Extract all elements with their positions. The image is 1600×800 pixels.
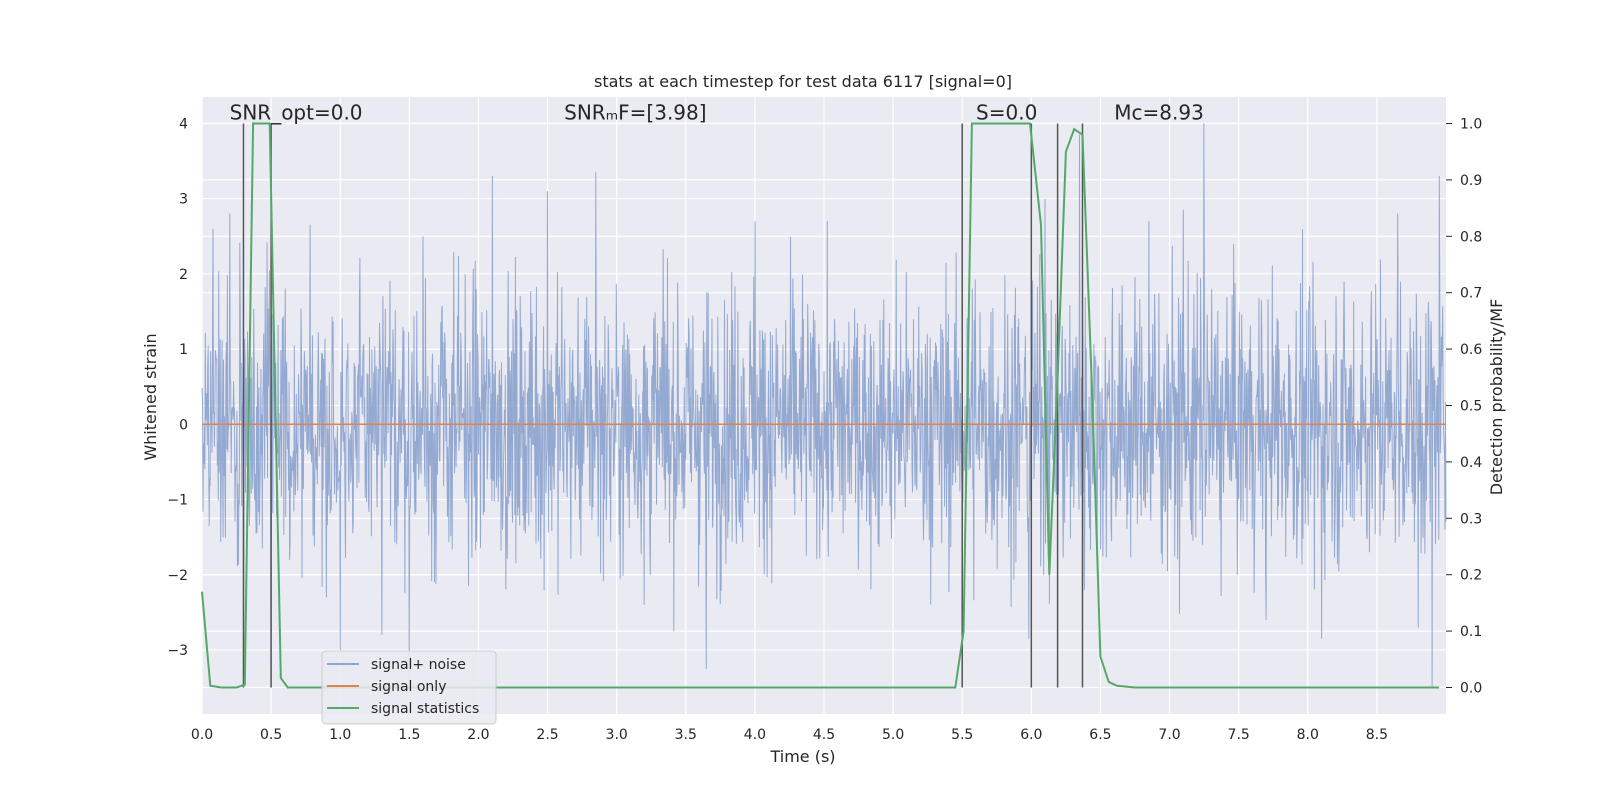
x-tick-label: 0.0	[191, 727, 213, 743]
x-tick-label: 5.0	[882, 727, 904, 743]
y-tick-label-right: 0.0	[1460, 680, 1482, 696]
y-tick-label-right: 1.0	[1460, 117, 1482, 133]
x-tick-label: 0.5	[260, 727, 282, 743]
x-axis-label: Time (s)	[769, 747, 835, 766]
x-tick-label: 6.5	[1089, 727, 1111, 743]
x-tick-label: 3.0	[606, 727, 628, 743]
y-tick-label-left: 1	[179, 342, 188, 358]
x-tick-label: 1.0	[329, 727, 351, 743]
y-tick-label-right: 0.2	[1460, 568, 1482, 584]
x-tick-label: 2.5	[536, 727, 558, 743]
y-tick-label-right: 0.7	[1460, 286, 1482, 302]
legend-label-signal-statistics: signal statistics	[371, 701, 479, 717]
y-tick-label-right: 0.4	[1460, 455, 1482, 471]
y-tick-label-right: 0.1	[1460, 624, 1482, 640]
signal-noise-line	[201, 123, 1447, 688]
y-tick-label-right: 0.8	[1460, 229, 1482, 245]
y-tick-label-left: 4	[179, 116, 188, 132]
annotation-mc-value: Mᴄ=8.93	[1114, 101, 1204, 125]
y-tick-label-left: −2	[167, 568, 188, 584]
chart-title: stats at each timestep for test data 611…	[594, 72, 1012, 91]
x-tick-label: 2.0	[467, 727, 489, 743]
annotations: SNR_opt=0.0 SNRₘF=[3.98] S=0.0 Mᴄ=8.93	[230, 101, 1204, 125]
y-tick-label-left: 2	[179, 267, 188, 283]
y-tick-label-left: 3	[179, 192, 188, 208]
legend-box	[321, 650, 497, 725]
x-tick-label: 8.0	[1297, 727, 1319, 743]
x-tick-label: 5.5	[951, 727, 973, 743]
annotation-snr-mf: SNRₘF=[3.98]	[564, 101, 706, 125]
ticks: 0.0 0.5 1.0 1.5 2.0 2.5 3.0 3.5 4.0 4.5 5.0 5.5 6.0 6…	[167, 116, 1482, 743]
y-tick-label-right: 0.9	[1460, 173, 1482, 189]
y-tick-label-right: 0.3	[1460, 511, 1482, 527]
legend: signal+ noise signal only signal statist…	[321, 650, 497, 725]
y-tick-label-right: 0.5	[1460, 399, 1482, 415]
series-signal-noise	[201, 123, 1447, 688]
y-tick-label-left: −1	[167, 493, 188, 509]
y-tick-label-left: 0	[179, 417, 188, 433]
x-tick-label: 7.0	[1158, 727, 1180, 743]
annotation-snr-opt: SNR_opt=0.0	[230, 101, 363, 125]
x-tick-label: 3.5	[675, 727, 697, 743]
annotation-s-value: S=0.0	[976, 101, 1037, 125]
y-tick-label-right: 0.6	[1460, 342, 1482, 358]
x-tick-label: 4.0	[744, 727, 766, 743]
x-tick-label: 8.5	[1366, 727, 1388, 743]
vertical-markers	[242, 123, 1084, 688]
series-signal-statistics	[201, 122, 1440, 689]
x-tick-label: 4.5	[813, 727, 835, 743]
signal-statistics-line	[201, 122, 1440, 689]
x-tick-label: 6.0	[1020, 727, 1042, 743]
y-tick-label-left: −3	[167, 643, 188, 659]
x-tick-label: 7.5	[1228, 727, 1250, 743]
legend-label-signal-only: signal only	[371, 679, 446, 695]
y-axis-label-right: Detection probability/MF	[1487, 299, 1506, 496]
y-axis-label-left: Whitened strain	[141, 333, 160, 460]
x-tick-label: 1.5	[398, 727, 420, 743]
legend-label-signal-noise: signal+ noise	[371, 657, 466, 673]
